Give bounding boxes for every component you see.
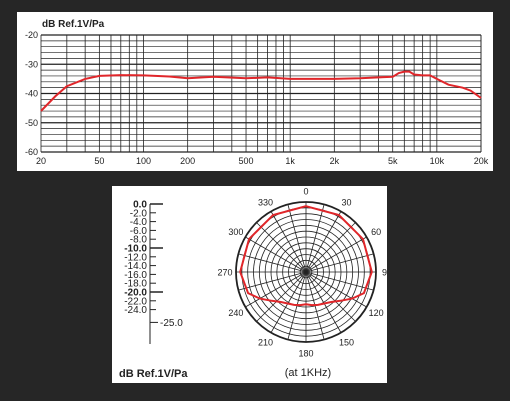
polar-angle-label: 60	[371, 227, 381, 237]
scale-label: -4.0	[130, 217, 148, 228]
scale-label: -6.0	[130, 226, 148, 237]
polar-grid-spoke	[245, 271, 307, 308]
freq-x-tick-label: 20	[36, 156, 46, 166]
freq-x-tick-label: 500	[239, 156, 254, 166]
polar-grid-spoke	[305, 204, 325, 273]
freq-y-tick-label: -40	[25, 89, 38, 99]
scale-label: -10.0	[124, 244, 147, 255]
freq-y-axis-label: dB Ref.1V/Pa	[42, 19, 105, 30]
polar-title: (at 1KHz)	[285, 367, 331, 379]
polar-grid-spoke	[305, 271, 342, 333]
polar-grid-spoke	[287, 204, 307, 273]
scale-label: -14.0	[124, 261, 147, 272]
polar-grid-spoke	[305, 271, 356, 322]
polar-angle-label: 30	[341, 197, 351, 207]
scale-label: -2.0	[130, 208, 148, 219]
freq-y-tick-label: -60	[25, 147, 38, 157]
polar-angle-label: 0	[303, 187, 308, 197]
freq-x-tick-label: 2k	[330, 156, 340, 166]
scale-label: -18.0	[124, 279, 147, 290]
freq-x-tick-label: 20k	[474, 156, 489, 166]
polar-pattern-line	[239, 205, 373, 307]
freq-y-tick-label: -50	[25, 118, 38, 128]
polar-grid-spoke	[305, 211, 342, 273]
polar-angle-label: 120	[369, 308, 384, 318]
polar-angle-label: 300	[228, 227, 243, 237]
scale-label: -25.0	[160, 318, 183, 329]
polar-angle-label: 330	[258, 197, 273, 207]
freq-x-tick-label: 10k	[430, 156, 445, 166]
scale-label: -12.0	[124, 252, 147, 263]
polar-grid-spoke	[305, 253, 374, 273]
polar-grid-spoke	[305, 236, 367, 273]
polar-grid-spoke	[270, 271, 307, 333]
scale-label: -24.0	[124, 305, 147, 316]
freq-response-line	[40, 70, 482, 112]
scale-label: -20.0	[124, 288, 147, 299]
polar-grid-spoke	[256, 222, 307, 273]
freq-y-tick-label: -30	[25, 59, 38, 69]
polar-angle-label: 180	[298, 349, 313, 359]
polar-grid-spoke	[305, 271, 367, 308]
scale-label: -8.0	[130, 235, 148, 246]
polar-angle-label: 270	[217, 268, 232, 278]
freq-x-tick-label: 5k	[388, 156, 398, 166]
polar-grid-spoke	[245, 236, 307, 273]
freq-x-tick-label: 200	[180, 156, 195, 166]
polar-y-axis-label: dB Ref.1V/Pa	[119, 368, 188, 380]
polar-angle-label: 240	[228, 308, 243, 318]
polar-angle-label: 210	[258, 338, 273, 348]
polar-grid-spoke	[256, 271, 307, 322]
freq-x-tick-label: 100	[136, 156, 151, 166]
freq-y-tick-label: -20	[25, 30, 38, 40]
scale-label: -22.0	[124, 296, 147, 307]
polar-grid-spoke	[305, 271, 374, 291]
polar-grid-spoke	[305, 222, 356, 273]
polar-grid-spoke	[238, 253, 307, 273]
freq-x-tick-label: 50	[94, 156, 104, 166]
polar-pattern-panel: 0.0 -2.0 -4.0 -6.0 -8.0 -10.0 -12.0 -14.0 -16.0-…	[112, 186, 387, 383]
frequency-response-panel: dB Ref.1V/Pa 20 50 100 200 500 1k 2k 5k 10k 20k -2…	[17, 12, 493, 171]
polar-grid-spoke	[270, 211, 307, 273]
polar-grid-spoke	[238, 271, 307, 291]
scale-label: 0.0	[133, 200, 147, 211]
polar-angle-label: 150	[339, 338, 354, 348]
scale-label: -16.0	[124, 270, 147, 281]
freq-x-tick-label: 1k	[285, 156, 295, 166]
polar-angle-label: 90	[382, 268, 387, 278]
frequency-response-chart: dB Ref.1V/Pa 20 50 100 200 500 1k 2k 5k 10k 20k -2…	[25, 19, 489, 166]
polar-pattern-chart: 0.0-2.0-4.0-6.0-8.0-10.0-12.0-14.0-16.0-…	[119, 187, 387, 381]
